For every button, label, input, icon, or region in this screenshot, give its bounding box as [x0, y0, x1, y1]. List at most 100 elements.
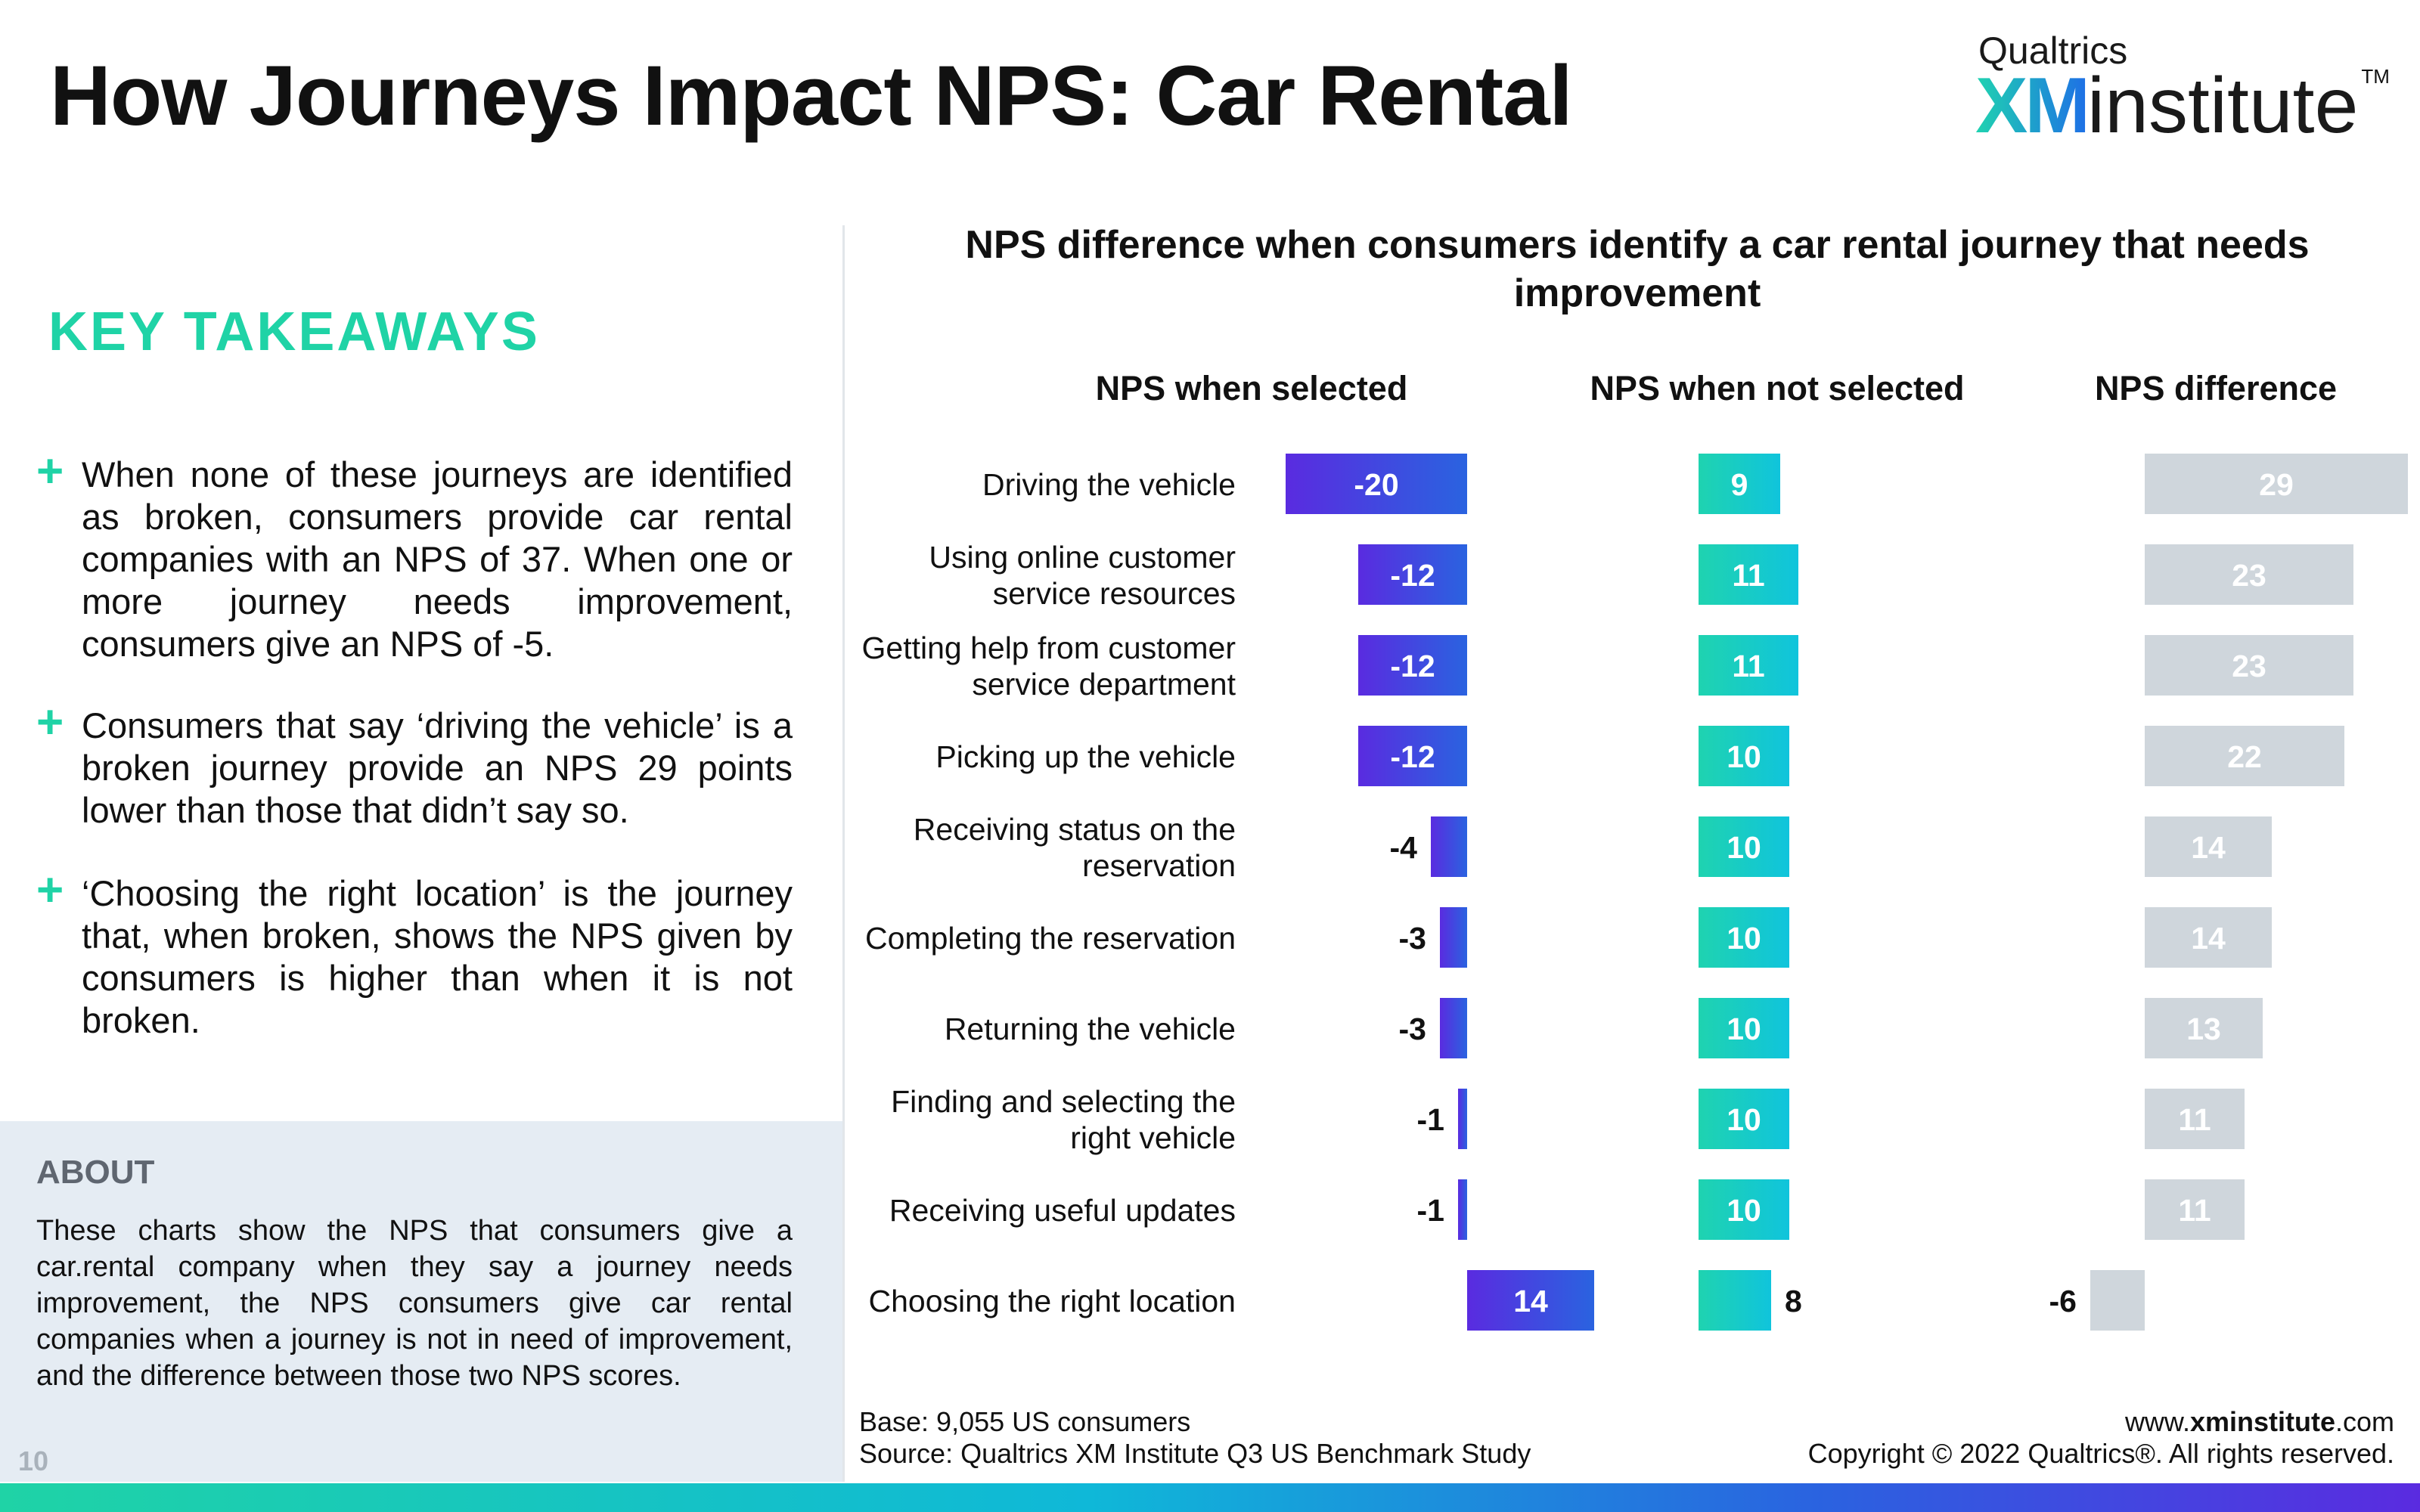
data-label: 10: [1727, 1102, 1761, 1137]
bar-selected: [1440, 998, 1467, 1058]
footer-website[interactable]: www.xminstitute.com: [1815, 1406, 2394, 1438]
bar-difference: [2145, 1089, 2245, 1149]
bar-not-selected: [1699, 907, 1789, 968]
bar-difference: [2145, 544, 2353, 605]
category-label: Finding and selecting the right vehicle: [891, 1084, 1236, 1155]
column-header-selected: NPS when selected: [1095, 369, 1408, 407]
data-label: 23: [2232, 649, 2266, 683]
bar-difference: [2090, 1270, 2145, 1331]
column-header-difference: NPS difference: [2094, 369, 2338, 407]
bar-not-selected: [1699, 454, 1780, 514]
bar-not-selected: [1699, 998, 1789, 1058]
category-label-line: service resources: [993, 576, 1236, 611]
page-title: How Journeys Impact NPS: Car Rental: [50, 48, 1573, 143]
data-label: 14: [2191, 830, 2226, 865]
bar-difference: [2145, 635, 2353, 696]
bar-selected: [1286, 454, 1467, 514]
bar-selected: [1431, 816, 1467, 877]
site-prefix: www.: [2124, 1406, 2190, 1437]
data-label: -4: [1390, 830, 1418, 865]
data-label: -1: [1417, 1193, 1444, 1228]
category-label: Picking up the vehicle: [935, 739, 1236, 774]
data-label: 13: [2186, 1012, 2221, 1046]
takeaway-item: When none of these journeys are identifi…: [82, 454, 793, 664]
data-label: -20: [1354, 467, 1398, 502]
data-label: 10: [1727, 1193, 1761, 1228]
logo-xm: XM: [1975, 62, 2090, 150]
bar-not-selected: [1699, 1270, 1771, 1331]
data-label: -12: [1390, 649, 1435, 683]
logo-trademark: TM: [2361, 65, 2390, 88]
footer-source: Source: Qualtrics XM Institute Q3 US Ben…: [859, 1438, 1531, 1469]
chart-title: NPS difference when consumers identify a…: [965, 223, 2310, 315]
data-label: 8: [1785, 1284, 1802, 1318]
bar-selected: [1358, 635, 1467, 696]
category-label-line: Getting help from customer: [862, 631, 1236, 665]
data-label: -12: [1390, 558, 1435, 593]
bar-difference: [2145, 726, 2344, 786]
data-label: 10: [1727, 1012, 1761, 1046]
data-label: 11: [1732, 558, 1764, 593]
category-label-line: reservation: [1082, 848, 1236, 883]
footer-copyright: Copyright © 2022 Qualtrics®. All rights …: [1807, 1438, 2394, 1469]
brand-qualtrics-text: Qualtrics: [1978, 29, 2128, 72]
category-label-line: Using online customer: [929, 540, 1236, 575]
data-label: 10: [1727, 830, 1761, 865]
category-label: Receiving status on the reservation: [914, 812, 1236, 883]
column-header-not-selected: NPS when not selected: [1590, 369, 1965, 407]
data-label: 11: [2178, 1193, 2211, 1228]
category-label-line: Completing the reservation: [865, 921, 1236, 956]
data-label: 14: [2191, 921, 2226, 956]
bar-not-selected: [1699, 726, 1789, 786]
category-label-line: Receiving status on the: [914, 812, 1236, 847]
section-divider: [842, 225, 845, 1482]
category-label: Receiving useful updates: [889, 1193, 1236, 1228]
data-label: -6: [2049, 1284, 2077, 1318]
footer-base: Base: 9,055 US consumers: [859, 1406, 1191, 1437]
takeaway-item: Consumers that say ‘driving the vehicle’…: [82, 705, 793, 830]
category-label-line: Picking up the vehicle: [935, 739, 1236, 774]
takeaway-item: ‘Choosing the right location’ is the jou…: [82, 873, 793, 1040]
category-label-line: right vehicle: [1070, 1120, 1236, 1155]
category-label-line: Returning the vehicle: [945, 1012, 1236, 1046]
category-label-line: Receiving useful updates: [889, 1193, 1236, 1228]
data-label: 11: [1732, 649, 1764, 683]
data-label: 29: [2259, 467, 2294, 502]
category-label-line: Choosing the right location: [869, 1284, 1236, 1318]
bar-not-selected: [1699, 816, 1789, 877]
data-label: 11: [2178, 1102, 2211, 1137]
category-label-line: Finding and selecting the: [891, 1084, 1236, 1119]
xm-institute-logo: XMinstitute TM: [1975, 67, 2390, 145]
data-label: -3: [1399, 1012, 1426, 1046]
bar-difference: [2145, 907, 2272, 968]
data-label: 22: [2227, 739, 2262, 774]
bar-difference: [2145, 816, 2272, 877]
bar-selected: [1458, 1179, 1467, 1240]
bar-difference: [2145, 454, 2408, 514]
page-number: 10: [18, 1445, 49, 1476]
category-label: Using online customer service resources: [929, 540, 1236, 611]
key-takeaways-title: KEY TAKEAWAYS: [48, 302, 540, 362]
bottom-gradient-bar: [0, 1483, 2420, 1512]
data-label: -12: [1390, 739, 1435, 774]
about-title: ABOUT: [36, 1154, 155, 1191]
plus-icon: +: [36, 864, 64, 916]
data-label: 14: [1513, 1284, 1548, 1318]
category-label: Getting help from customer service depart…: [862, 631, 1236, 702]
plus-icon: +: [36, 445, 64, 497]
data-label: 10: [1727, 921, 1761, 956]
bar-not-selected: [1699, 635, 1798, 696]
category-label-line: service department: [972, 667, 1236, 702]
data-label: 10: [1727, 739, 1761, 774]
data-label: 9: [1731, 467, 1748, 502]
data-label: -3: [1399, 921, 1426, 956]
bar-selected: [1358, 726, 1467, 786]
site-suffix: .com: [2335, 1406, 2394, 1437]
about-text: These charts show the NPS that consumers…: [36, 1215, 793, 1392]
bar-selected: [1358, 544, 1467, 605]
bar-difference: [2145, 1179, 2245, 1240]
bar-not-selected: [1699, 544, 1798, 605]
category-label-line: Driving the vehicle: [982, 467, 1236, 502]
plus-icon: +: [36, 696, 64, 748]
